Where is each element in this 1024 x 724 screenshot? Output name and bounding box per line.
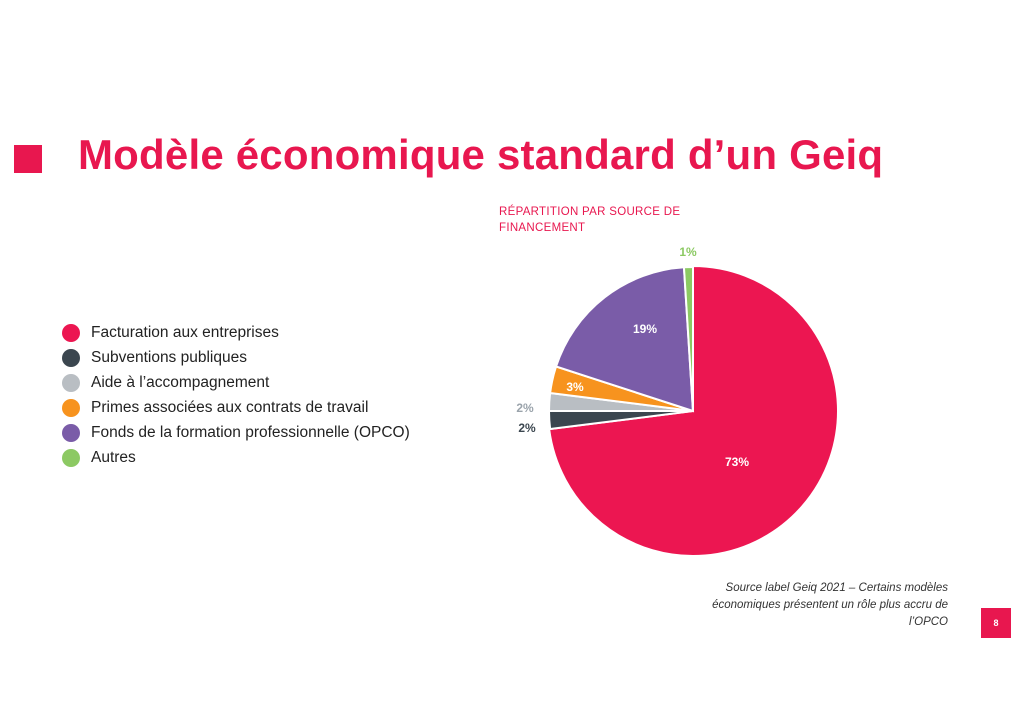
pie-slice: [554, 266, 695, 413]
pie-data-label: 2%: [518, 421, 536, 435]
legend-label: Primes associées aux contrats de travail: [91, 398, 369, 416]
slide-title: Modèle économique standard d’un Geiq: [78, 131, 884, 178]
pie-data-label: 73%: [725, 455, 749, 469]
legend-swatch: [62, 448, 80, 467]
chart-title: RÉPARTITION PAR SOURCE DE FINANCEMENT: [499, 206, 681, 234]
legend-item: Fonds de la formation professionnelle (O…: [62, 420, 410, 445]
legend-label: Facturation aux entreprises: [91, 323, 279, 341]
legend-label: Aide à l’accompagnement: [91, 373, 270, 391]
pie-data-label: 2%: [516, 401, 534, 415]
legend-item: Aide à l’accompagnement: [62, 370, 410, 395]
page-number-badge: 8: [981, 608, 1011, 638]
pie-slice: [682, 265, 694, 412]
legend-swatch: [62, 323, 80, 342]
legend-swatch: [62, 373, 80, 392]
source-note: Source label Geiq 2021 – Certains modèle…: [712, 582, 948, 628]
legend-item: Subventions publiques: [62, 345, 410, 370]
legend-swatch: [62, 348, 80, 367]
legend-item: Autres: [62, 445, 410, 470]
title-bullet-square: [14, 145, 42, 173]
pie-data-label: 3%: [566, 380, 584, 394]
pie-data-label: 1%: [679, 245, 697, 259]
legend-label: Subventions publiques: [91, 348, 247, 366]
legend-swatch: [62, 398, 80, 417]
chart-legend: Facturation aux entreprises Subventions …: [62, 320, 410, 470]
legend-item: Primes associées aux contrats de travail: [62, 395, 410, 420]
legend-item: Facturation aux entreprises: [62, 320, 410, 345]
pie-data-label: 19%: [633, 322, 657, 336]
legend-swatch: [62, 423, 80, 442]
legend-label: Autres: [91, 448, 136, 466]
legend-label: Fonds de la formation professionnelle (O…: [91, 423, 410, 441]
